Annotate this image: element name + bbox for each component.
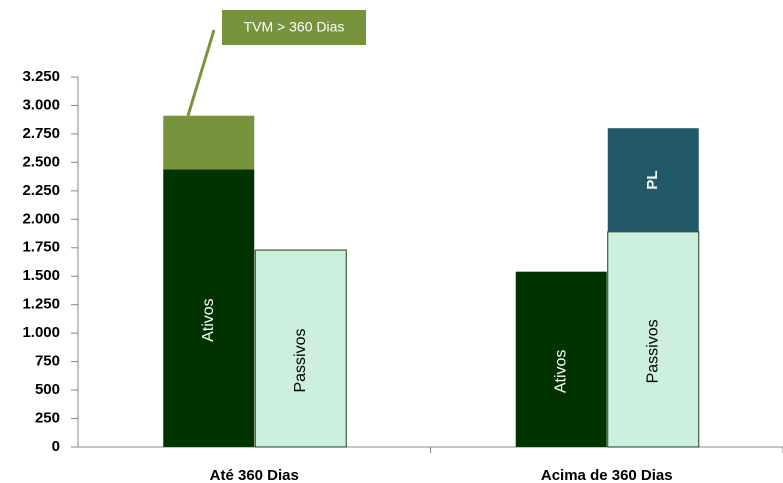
segment-label: Passivos bbox=[644, 319, 661, 383]
bar-segment bbox=[163, 169, 255, 447]
y-tick-label: 1.750 bbox=[22, 239, 60, 256]
segment-label: PL bbox=[644, 170, 661, 189]
y-tick-label: 2.750 bbox=[22, 125, 60, 142]
y-tick-label: 750 bbox=[35, 353, 60, 370]
y-tick-label: 1.000 bbox=[22, 324, 60, 341]
bar-segment bbox=[607, 231, 700, 448]
callout-line bbox=[186, 29, 216, 117]
x-tick-label: Até 360 Dias bbox=[210, 467, 299, 483]
callout-box bbox=[222, 10, 366, 45]
bar-segment bbox=[607, 128, 699, 232]
x-tick-label: Acima de 360 Dias bbox=[541, 467, 673, 483]
segment-label: Ativos bbox=[200, 298, 217, 342]
callout-label: TVM > 360 Dias bbox=[244, 19, 345, 35]
bar-segment bbox=[163, 115, 255, 170]
y-tick-label: 3.000 bbox=[22, 96, 60, 113]
y-tick-label: 1.250 bbox=[22, 296, 60, 313]
segment-label: Passivos bbox=[292, 329, 309, 393]
bar-segment bbox=[254, 249, 347, 448]
segment-label: Ativos bbox=[552, 350, 569, 394]
y-tick-label: 2.000 bbox=[22, 210, 60, 227]
y-tick-label: 2.500 bbox=[22, 153, 60, 170]
bar-segment bbox=[515, 271, 607, 447]
y-tick-label: 500 bbox=[35, 381, 60, 398]
y-tick-label: 250 bbox=[35, 410, 60, 427]
y-tick-label: 3.250 bbox=[22, 68, 60, 85]
y-tick-label: 2.250 bbox=[22, 182, 60, 199]
y-tick-label: 1.500 bbox=[22, 267, 60, 284]
y-tick-label: 0 bbox=[52, 438, 60, 455]
